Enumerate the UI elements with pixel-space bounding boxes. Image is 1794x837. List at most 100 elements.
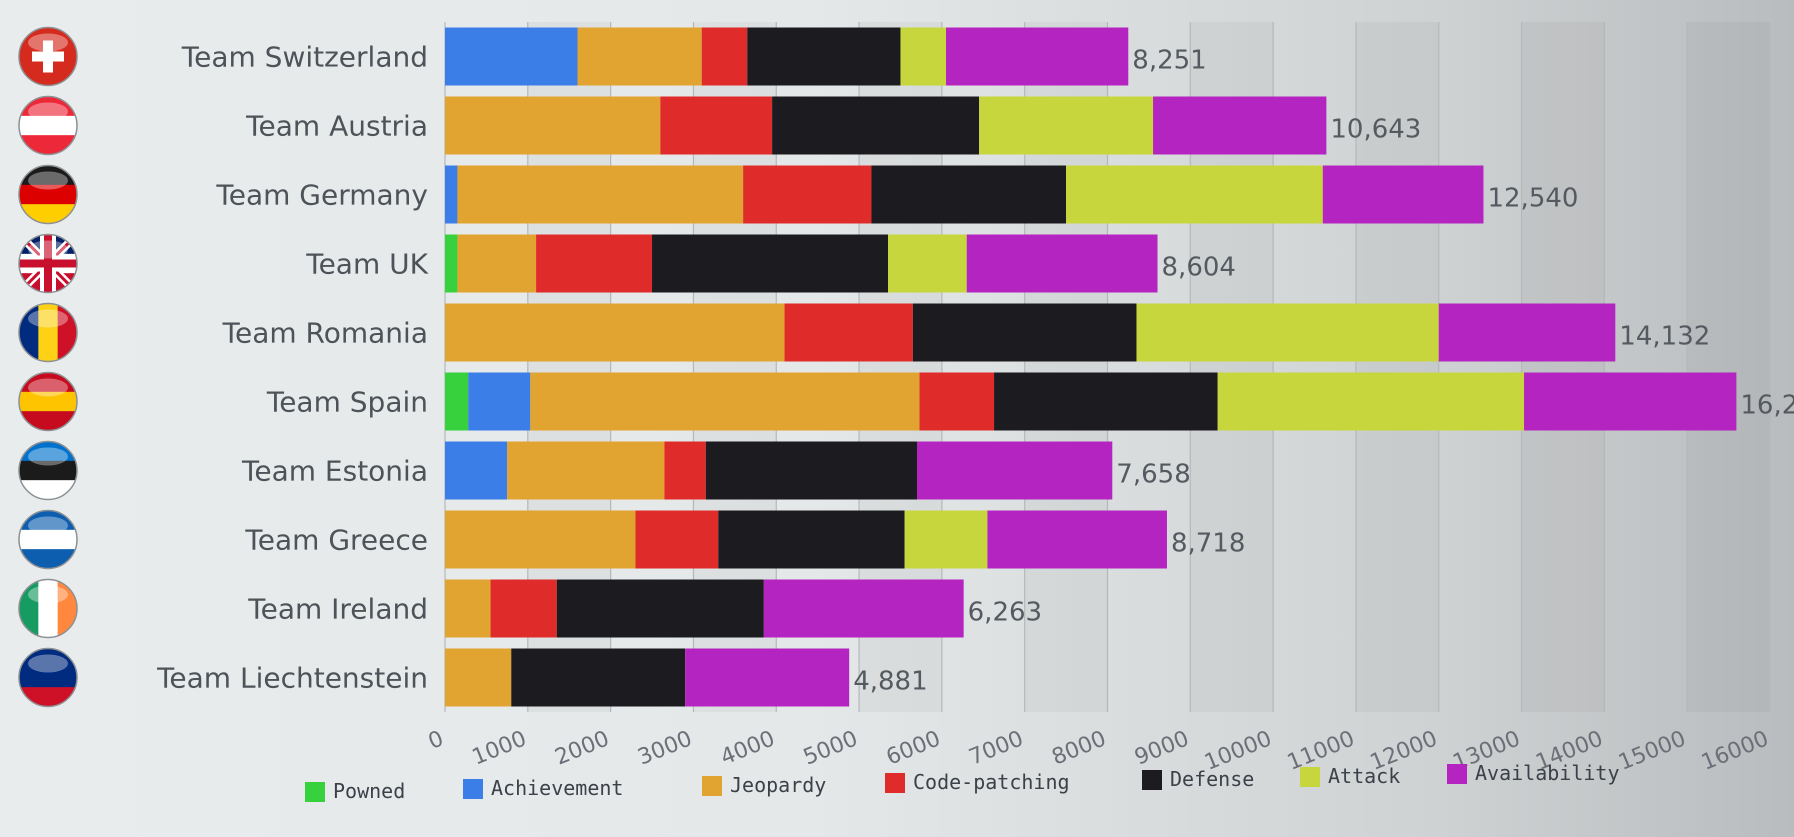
bar-attack-team-greece — [904, 510, 988, 569]
total-value-label: 4,881 — [853, 667, 927, 697]
flag-border — [18, 578, 78, 639]
legend-label: Jeopardy — [730, 773, 826, 797]
legend-swatch-attack — [1300, 767, 1320, 787]
flag-stripe — [19, 480, 77, 500]
total-value-label: 10,643 — [1330, 115, 1421, 145]
flag-stripe — [19, 135, 77, 155]
category-label: Team Ireland — [247, 593, 428, 626]
bar-code-patching-team-greece — [635, 510, 719, 569]
flag-stripe — [38, 579, 59, 638]
category-label: Team Spain — [266, 386, 428, 419]
flag-stripe — [19, 529, 77, 551]
flag-stripe — [19, 441, 77, 462]
bar-series — [445, 27, 1737, 707]
total-value-labels: 8,251 10,643 12,540 8,604 14,132 16,294 7,658 8… — [853, 46, 1794, 697]
x-tick-label: 6000 — [883, 726, 944, 770]
flag-gloss — [28, 171, 68, 190]
legend-label: Attack — [1328, 764, 1400, 788]
flag-border — [18, 302, 78, 363]
flag-stripe — [19, 165, 77, 186]
legend-swatch-code-patching — [885, 773, 905, 793]
liechtenstein-flag-icon — [19, 648, 77, 707]
flag-stripe — [19, 411, 77, 431]
x-tick-label: 2000 — [552, 726, 613, 770]
bar-code-patching-team-ireland — [490, 579, 557, 638]
bar-defense-team-spain — [994, 372, 1218, 431]
flag-border — [18, 440, 78, 501]
bar-jeopardy-team-liechtenstein — [445, 648, 512, 707]
bar-jeopardy-team-austria — [445, 96, 661, 155]
flag-cross — [32, 51, 64, 62]
flag-stripe — [19, 510, 77, 531]
ireland-flag-icon — [19, 579, 77, 638]
category-label: Team Germany — [215, 179, 428, 212]
flag-stripe — [57, 579, 77, 638]
bar-code-patching-team-uk — [536, 234, 653, 293]
bar-attack-team-uk — [888, 234, 967, 293]
spain-flag-icon — [19, 372, 77, 431]
bar-jeopardy-team-germany — [457, 165, 744, 224]
flag-gloss — [28, 33, 68, 52]
category-label: Team Austria — [245, 110, 428, 143]
flag-stripe — [19, 184, 77, 206]
flag-stripe — [19, 648, 77, 669]
flag-icons — [18, 26, 78, 708]
flag-border — [18, 26, 78, 87]
bar-availability-team-spain — [1524, 372, 1737, 431]
total-value-label: 12,540 — [1487, 184, 1578, 214]
bar-availability-team-estonia — [917, 441, 1113, 500]
bar-jeopardy-team-greece — [445, 510, 636, 569]
flag-gloss — [28, 516, 68, 535]
x-tick-label: 9000 — [1131, 726, 1192, 770]
bar-availability-team-greece — [987, 510, 1167, 569]
flag-stripe — [19, 372, 77, 393]
flag-border — [18, 164, 78, 225]
total-value-label: 7,658 — [1116, 460, 1190, 490]
bar-defense-team-germany — [871, 165, 1067, 224]
bar-availability-team-romania — [1438, 303, 1616, 362]
flag-cross — [19, 259, 77, 268]
legend-swatch-availability — [1447, 764, 1467, 784]
estonia-flag-icon — [19, 441, 77, 500]
flag-border — [18, 371, 78, 432]
bar-defense-team-liechtenstein — [511, 648, 686, 707]
bar-powned-team-uk — [445, 234, 458, 293]
flag-stripe — [19, 27, 77, 48]
flag-stripe — [19, 460, 77, 482]
legend-label: Code-patching — [913, 770, 1070, 794]
category-label: Team Liechtenstein — [156, 662, 428, 695]
bar-code-patching-team-germany — [743, 165, 872, 224]
plot-band — [1522, 22, 1605, 712]
greece-flag-icon — [19, 510, 77, 569]
flag-stripe — [19, 66, 77, 86]
flag-gloss — [28, 378, 68, 397]
flag-border — [18, 647, 78, 708]
legend-label: Defense — [1170, 767, 1254, 791]
legend: Powned Achievement Jeopardy Code-patching De… — [305, 761, 1620, 803]
bar-powned-team-spain — [445, 372, 469, 431]
flag-gloss — [28, 309, 68, 328]
bar-jeopardy-team-uk — [457, 234, 537, 293]
flag-stripe — [38, 303, 59, 362]
flag-border — [18, 95, 78, 156]
legend-swatch-achievement — [463, 779, 483, 799]
bar-availability-team-uk — [966, 234, 1158, 293]
legend-swatch-powned — [305, 782, 325, 802]
total-value-label: 8,251 — [1132, 46, 1206, 76]
x-tick-label: 1000 — [469, 726, 530, 770]
bar-attack-team-germany — [1066, 165, 1323, 224]
uk-flag-icon — [19, 234, 77, 293]
flag-gloss — [28, 585, 68, 604]
flag-gloss — [28, 240, 68, 259]
flag-border — [18, 509, 78, 570]
flag-gloss — [28, 102, 68, 121]
flag-stripe — [19, 549, 77, 569]
bar-achievement-team-estonia — [445, 441, 508, 500]
flag-gloss — [28, 654, 68, 673]
bar-attack-team-austria — [979, 96, 1154, 155]
flag-stripe — [19, 115, 77, 137]
bar-code-patching-team-romania — [784, 303, 913, 362]
total-value-label: 16,294 — [1740, 391, 1794, 421]
flag-gloss — [28, 447, 68, 466]
